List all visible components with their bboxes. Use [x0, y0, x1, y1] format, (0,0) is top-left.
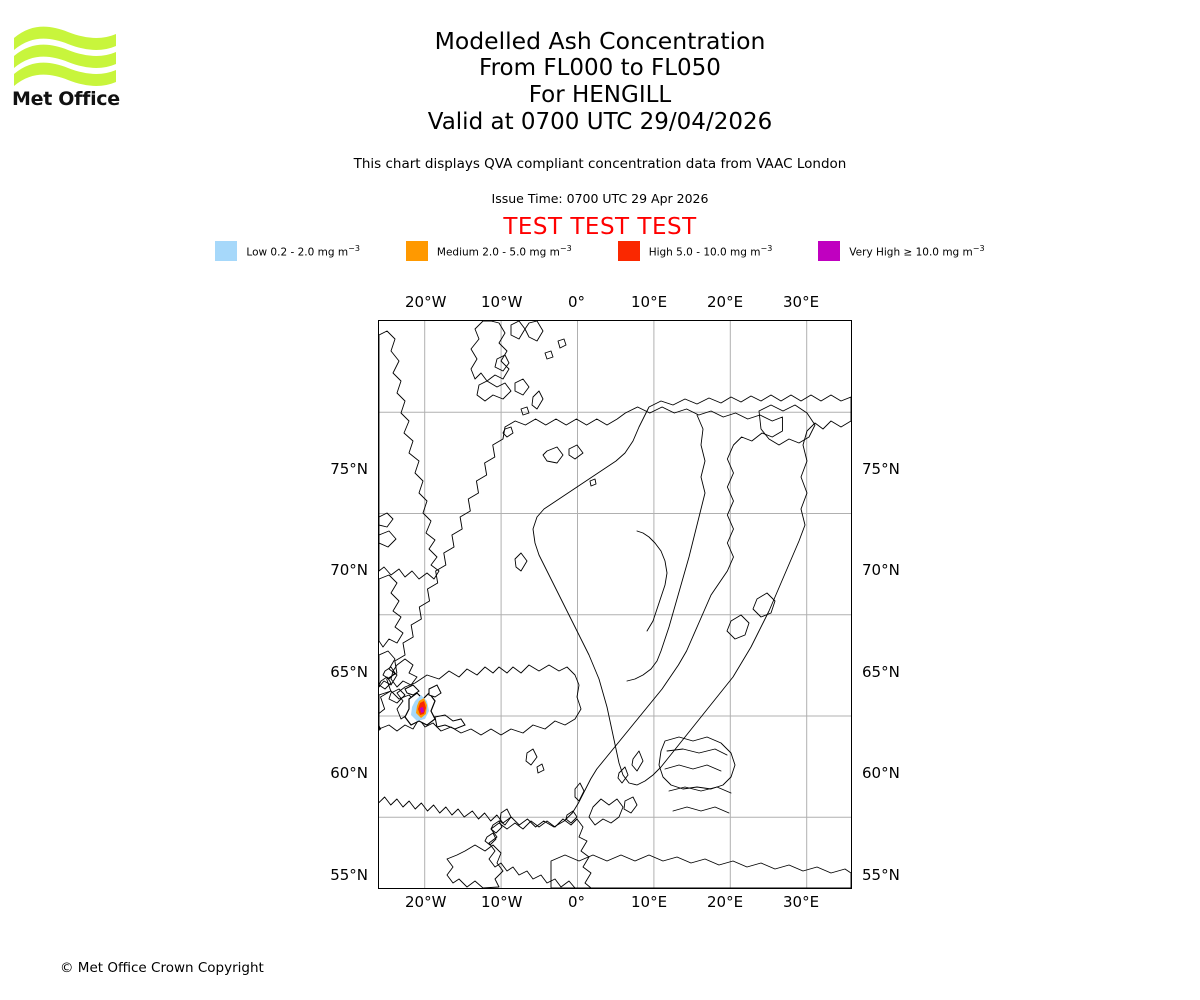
lon-tick-top-10e: 10°E [631, 293, 668, 311]
lat-tick-left-60n: 60°N [330, 764, 368, 782]
flight-level-line: From FL000 to FL050 [479, 55, 721, 81]
copyright-notice: © Met Office Crown Copyright [60, 960, 264, 976]
map-plot-area [378, 320, 852, 889]
lon-tick-top-0: 0° [568, 293, 586, 311]
legend-label-high: High 5.0 - 10.0 mg m−3 [648, 243, 773, 259]
lat-tick-left-65n: 65°N [330, 663, 368, 681]
met-office-wordmark: Met Office [12, 88, 120, 110]
legend-item-very-high: Very High ≥ 10.0 mg m−3 [818, 241, 985, 261]
chart-subtitle: This chart displays QVA compliant concen… [353, 156, 847, 172]
map-frame [378, 320, 852, 889]
issue-time-label: Issue Time: 0700 UTC 29 Apr 2026 [491, 191, 709, 206]
chart-title-block: Modelled Ash Concentration From FL000 to… [0, 28, 1200, 136]
volcano-name-line: For HENGILL [528, 82, 672, 108]
legend-swatch-high [617, 241, 640, 261]
legend-label-very-high: Very High ≥ 10.0 mg m−3 [849, 243, 985, 259]
legend-label-low: Low 0.2 - 2.0 mg m−3 [246, 243, 360, 259]
lat-tick-left-75n: 75°N [330, 460, 368, 478]
legend-label-medium: Medium 2.0 - 5.0 mg m−3 [436, 243, 572, 259]
lon-tick-bottom-20e: 20°E [707, 893, 744, 911]
lat-tick-left-55n: 55°N [330, 866, 368, 884]
lat-tick-right-65n: 65°N [862, 663, 900, 681]
legend-swatch-very-high [818, 241, 841, 261]
lon-tick-top-10w: 10°W [481, 293, 523, 311]
lon-tick-bottom-0: 0° [568, 893, 586, 911]
lat-tick-left-70n: 70°N [330, 561, 368, 579]
lon-tick-bottom-30e: 30°E [783, 893, 820, 911]
legend-item-high: High 5.0 - 10.0 mg m−3 [617, 241, 819, 261]
lon-tick-bottom-10e: 10°E [631, 893, 668, 911]
legend-swatch-low [215, 241, 238, 261]
concentration-legend: Low 0.2 - 2.0 mg m−3 Medium 2.0 - 5.0 mg… [0, 241, 1200, 261]
legend-swatch-medium [405, 241, 428, 261]
lon-tick-bottom-20w: 20°W [405, 893, 447, 911]
lon-tick-top-20e: 20°E [707, 293, 744, 311]
legend-item-low: Low 0.2 - 2.0 mg m−3 [215, 241, 405, 261]
lat-tick-right-75n: 75°N [862, 460, 900, 478]
lon-tick-bottom-10w: 10°W [481, 893, 523, 911]
lat-tick-right-70n: 70°N [862, 561, 900, 579]
legend-item-medium: Medium 2.0 - 5.0 mg m−3 [405, 241, 618, 261]
lon-tick-top-20w: 20°W [405, 293, 447, 311]
page-title: Modelled Ash Concentration [434, 27, 766, 55]
lat-tick-right-55n: 55°N [862, 866, 900, 884]
met-office-logo [12, 24, 122, 114]
test-banner: TEST TEST TEST [503, 214, 697, 240]
valid-time-line: Valid at 0700 UTC 29/04/2026 [427, 109, 773, 135]
lat-tick-right-60n: 60°N [862, 764, 900, 782]
lon-tick-top-30e: 30°E [783, 293, 820, 311]
